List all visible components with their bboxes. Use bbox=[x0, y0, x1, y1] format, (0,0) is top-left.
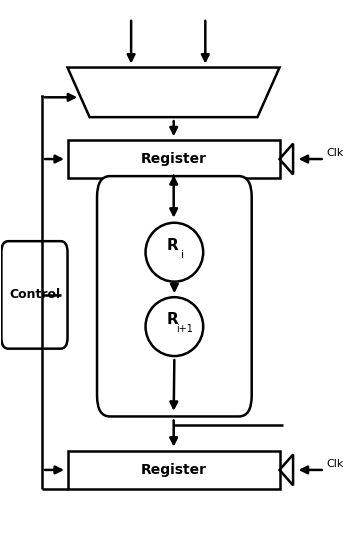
Text: Clk: Clk bbox=[326, 148, 344, 158]
Text: i+1: i+1 bbox=[176, 324, 193, 335]
Text: Register: Register bbox=[141, 152, 206, 166]
Ellipse shape bbox=[145, 223, 203, 281]
Ellipse shape bbox=[145, 297, 203, 356]
FancyBboxPatch shape bbox=[1, 241, 68, 348]
Text: R: R bbox=[167, 238, 179, 253]
Bar bbox=[68, 450, 279, 489]
Text: Clk: Clk bbox=[326, 459, 344, 469]
Text: R: R bbox=[167, 312, 179, 327]
Text: i: i bbox=[181, 250, 184, 260]
Bar bbox=[68, 140, 279, 178]
FancyBboxPatch shape bbox=[97, 176, 252, 417]
Text: Control: Control bbox=[9, 289, 60, 301]
Polygon shape bbox=[68, 68, 279, 117]
Text: Register: Register bbox=[141, 463, 206, 477]
